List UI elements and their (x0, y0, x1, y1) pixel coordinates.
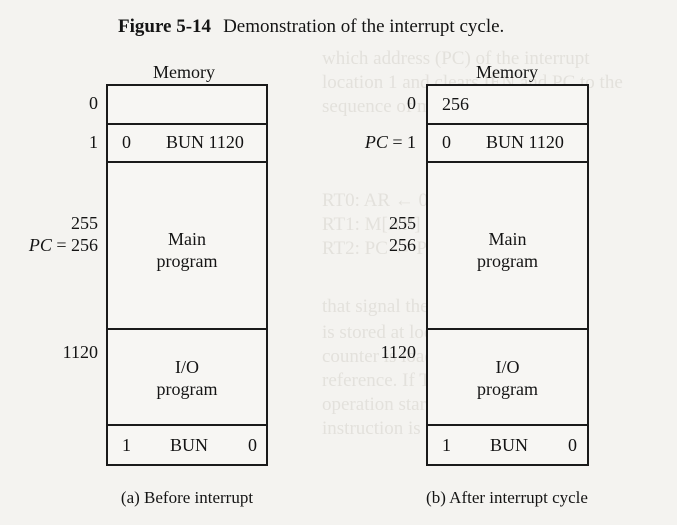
row-divider (108, 328, 266, 330)
row-divider (428, 161, 587, 163)
io-line-1: I/O (175, 357, 199, 377)
figure-caption: Demonstration of the interrupt cycle. (223, 16, 505, 37)
address-1120: 1120 (62, 342, 98, 362)
address-255: 255 (389, 213, 416, 233)
io-program-label: I/O program (428, 356, 587, 400)
pc-name: PC (364, 132, 388, 152)
io-line-2: program (477, 379, 538, 399)
memory-word-1-instruction: BUN 1120 (486, 132, 564, 152)
memory-block: 256 0 BUN 1120 Main program I/O program … (426, 84, 589, 466)
row-divider (108, 424, 266, 426)
memory-label: Memory (476, 62, 538, 82)
panel-caption: (b) After interrupt cycle (426, 488, 588, 507)
address-255: 255 (71, 213, 98, 233)
program-counter-label: PC = 1 (330, 132, 416, 153)
main-line-2: program (156, 251, 218, 271)
io-program-label: I/O program (108, 356, 266, 400)
memory-block: 0 BUN 1120 Main program I/O program 1 BU… (106, 84, 268, 466)
last-word-indirect: 1 (122, 435, 131, 455)
memory-word-1-indirect: 0 (122, 132, 131, 152)
address-1120: 1120 (380, 342, 416, 362)
last-word-opcode: BUN (490, 435, 529, 455)
io-line-2: program (156, 379, 218, 399)
last-word-opcode: BUN (170, 435, 209, 455)
last-word-address: 0 (568, 435, 577, 455)
address-0: 0 (407, 93, 416, 113)
address-256: 256 (389, 235, 416, 255)
row-divider (428, 328, 587, 330)
memory-word-1-instruction: BUN 1120 (166, 132, 244, 152)
memory-label: Memory (153, 62, 215, 82)
main-program-label: Main program (428, 228, 587, 272)
program-counter-label: PC = 256 (10, 235, 98, 256)
figure-title: Figure 5-14 Demonstration of the interrup… (118, 16, 504, 38)
pc-value: = 1 (387, 132, 416, 152)
main-line-1: Main (168, 229, 206, 249)
row-divider (428, 123, 587, 125)
last-word-address: 0 (248, 435, 257, 455)
memory-word-1-indirect: 0 (442, 132, 451, 152)
address-0: 0 (89, 93, 98, 113)
row-divider (428, 424, 587, 426)
figure-number: Figure 5-14 (118, 16, 212, 37)
main-line-2: program (477, 251, 538, 271)
panel-caption: (a) Before interrupt (120, 488, 254, 507)
io-line-1: I/O (495, 357, 520, 377)
last-word-indirect: 1 (442, 435, 451, 455)
pc-value: = 256 (56, 235, 98, 255)
main-line-1: Main (488, 229, 527, 249)
main-program-label: Main program (108, 228, 266, 272)
address-1: 1 (89, 132, 98, 152)
row-divider (108, 161, 266, 163)
row-divider (108, 123, 266, 125)
memory-word-0-return-address: 256 (442, 94, 469, 114)
pc-name: PC (28, 235, 52, 255)
